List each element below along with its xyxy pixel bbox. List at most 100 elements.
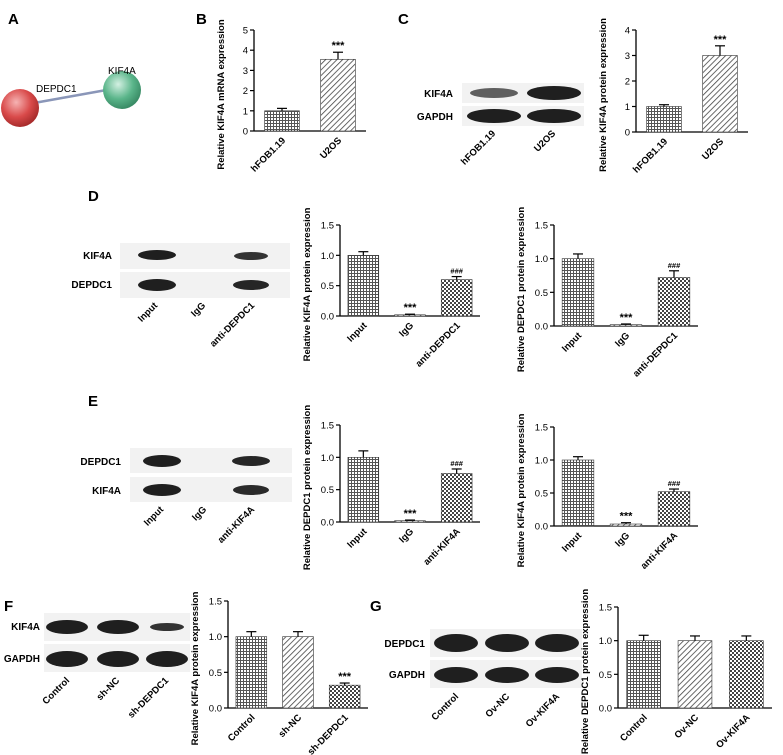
blot-e-row-label: KIF4A: [92, 486, 121, 497]
y-tick-label: 0.5: [321, 485, 334, 496]
y-tick-label: 1.0: [535, 254, 548, 265]
bar: [264, 110, 300, 132]
blot-band: [434, 667, 478, 683]
network-label-depdc1: DEPDC1: [36, 84, 77, 95]
x-tick-label: anti-KIF4A: [639, 530, 680, 571]
panel-letter-g: G: [370, 598, 382, 615]
network-node-depdc1: [1, 89, 39, 127]
y-tick-label: 0.0: [321, 518, 334, 529]
blot-band: [485, 667, 529, 683]
bar: [394, 314, 426, 317]
blot-band: [535, 667, 579, 683]
blot-f-lane-label: sh-NC: [95, 675, 123, 703]
x-tick-label: Input: [345, 320, 370, 345]
significance-label: ***: [338, 671, 352, 683]
y-tick-label: 0.0: [209, 704, 222, 715]
y-axis-label: Relative KIF4A protein expression: [598, 18, 609, 172]
y-axis-label: Relative KIF4A protein expression: [516, 413, 527, 567]
x-tick-label: IgG: [397, 320, 416, 339]
blot-d-lane-label: IgG: [189, 300, 208, 319]
y-tick-label: 0.0: [599, 704, 612, 715]
y-tick-label: 1.0: [209, 632, 222, 643]
x-tick-label: sh-DEPDC1: [306, 712, 352, 755]
bar: [235, 636, 268, 709]
y-axis-label: Relative DEPDC1 protein expression: [516, 207, 527, 372]
network-diagram: DEPDC1 KIF4A: [1, 66, 141, 127]
bar: [347, 255, 380, 317]
y-tick-label: 3: [243, 66, 248, 77]
x-tick-label: Input: [560, 330, 585, 355]
blot-band: [143, 455, 181, 467]
blot-e: DEPDC1 KIF4A Input IgG anti-KIF4A: [80, 448, 292, 546]
x-tick-label: Input: [345, 526, 370, 551]
blot-band: [232, 456, 270, 466]
bar: [394, 520, 426, 523]
blot-d-lane-label: anti-DEPDC1: [208, 300, 258, 350]
significance-label: ###: [668, 479, 681, 488]
bar: [657, 277, 691, 327]
y-tick-label: 0.5: [209, 668, 222, 679]
y-tick-label: 0.0: [535, 522, 548, 533]
blot-g-row-label: DEPDC1: [384, 639, 425, 650]
blot-band: [146, 651, 188, 667]
x-tick-label: hFOB1.19: [249, 135, 288, 174]
y-tick-label: 1.0: [599, 636, 612, 647]
significance-label: ***: [620, 312, 634, 324]
x-tick-label: IgG: [613, 530, 632, 549]
x-tick-label: Ov-KIF4A: [714, 712, 752, 750]
bar-chart-f: 0.0 0.5 1.0 1.5 Relative KIF4A protein expre…: [190, 591, 368, 755]
panel-letter-b: B: [196, 11, 207, 28]
bar-chart-e2: 0.0 0.5 1.0 1.5 Relative KIF4A protein expre…: [516, 413, 698, 572]
bar-chart-d2: 0.0 0.5 1.0 1.5 Relative DEPDC1 protein expr…: [516, 207, 698, 380]
blot-c-lane-label: U2OS: [532, 128, 558, 154]
bar-chart-b: 0 1 2 3 4 5 Relative KIF4A mRNA expression hFOB…: [216, 19, 366, 174]
x-tick-label: anti-DEPDC1: [631, 330, 681, 380]
blot-c-row-label: KIF4A: [424, 89, 453, 100]
y-tick-label: 0.5: [599, 670, 612, 681]
y-tick-label: 1: [243, 106, 248, 117]
bar: [440, 473, 473, 523]
bar: [561, 459, 595, 527]
x-tick-label: sh-NC: [277, 712, 305, 740]
blot-band: [233, 485, 269, 495]
bar: [347, 457, 380, 523]
y-tick-label: 1.0: [321, 251, 334, 262]
blot-e-lane-label: Input: [142, 504, 167, 529]
y-tick-label: 0: [625, 128, 630, 139]
y-axis-label: Relative DEPDC1 protein expression: [580, 589, 591, 754]
y-tick-label: 1.5: [209, 597, 222, 608]
significance-label: ***: [714, 34, 728, 46]
bar: [702, 55, 738, 133]
bar-chart-e1: 0.0 0.5 1.0 1.5 Relative DEPDC1 protein expr…: [302, 405, 480, 570]
panel-letter-e: E: [88, 393, 98, 410]
y-tick-label: 1.5: [321, 421, 334, 432]
bar: [609, 324, 643, 327]
y-tick-label: 1.0: [321, 453, 334, 464]
network-edge: [33, 87, 113, 105]
significance-label: ###: [668, 261, 681, 270]
bar: [282, 636, 314, 709]
blot-f-row-label: KIF4A: [11, 622, 40, 633]
bar: [440, 279, 473, 317]
y-tick-label: 4: [625, 26, 630, 37]
blot-g-row-label: GAPDH: [389, 670, 425, 681]
y-tick-label: 0.5: [535, 489, 548, 500]
bar: [626, 640, 661, 709]
y-tick-label: 2: [625, 77, 630, 88]
blot-band: [527, 86, 581, 100]
significance-label: ###: [450, 459, 463, 468]
y-tick-label: 1: [625, 102, 630, 113]
y-tick-label: 5: [243, 26, 248, 37]
x-tick-label: anti-DEPDC1: [414, 320, 464, 370]
blot-d: KIF4A DEPDC1 Input IgG anti-DEPDC1: [71, 243, 290, 350]
blot-g: DEPDC1 GAPDH Control Ov-NC Ov-KIF4A: [384, 629, 582, 730]
blot-g-lane-label: Control: [429, 691, 461, 723]
blot-d-lane-label: Input: [136, 300, 161, 325]
x-tick-label: Input: [560, 530, 585, 555]
blot-band: [234, 252, 268, 260]
bar: [609, 523, 643, 527]
significance-label: ***: [620, 511, 634, 523]
blot-e-lane-label: IgG: [190, 504, 209, 523]
